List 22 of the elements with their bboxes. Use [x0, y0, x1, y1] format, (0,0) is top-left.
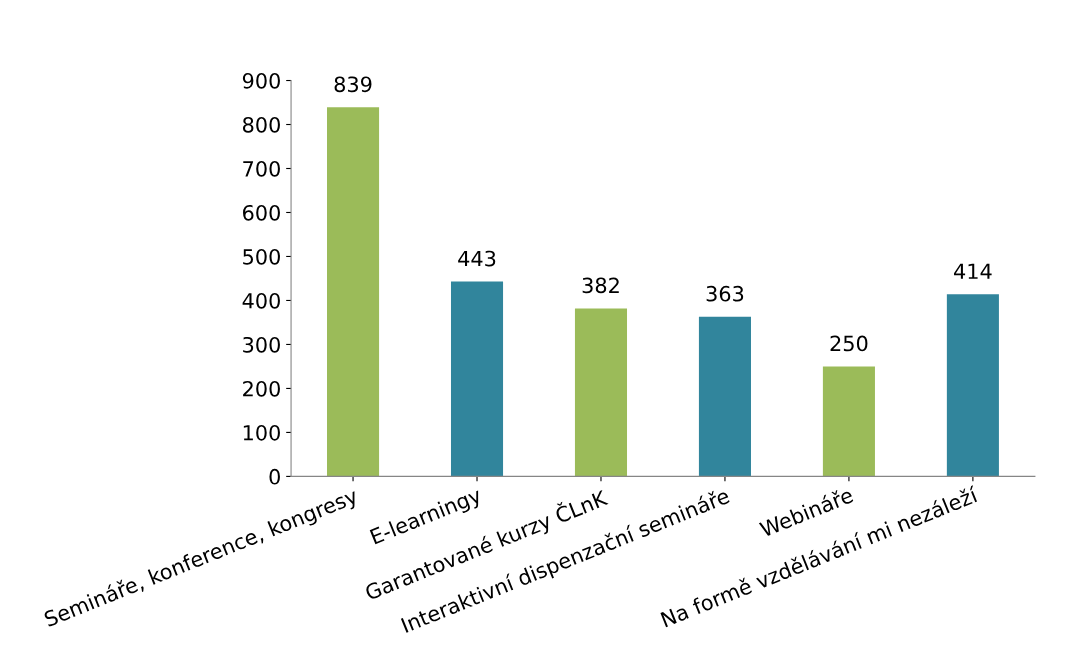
- y-tick-label: 600: [243, 204, 280, 221]
- y-tick-label: 500: [243, 248, 280, 265]
- data-label: 250: [830, 335, 868, 352]
- y-tick-label: 700: [243, 160, 280, 177]
- data-label: 443: [458, 250, 496, 267]
- data-label: 414: [954, 263, 992, 279]
- y-tick-label: 900: [242, 72, 280, 89]
- y-tick-label: 800: [242, 116, 280, 133]
- data-label: 382: [582, 277, 619, 294]
- bar: [450, 281, 504, 477]
- bar: [327, 107, 380, 477]
- bar: [946, 294, 999, 477]
- y-tick-label: 300: [243, 336, 280, 353]
- data-label: 363: [706, 285, 744, 302]
- y-tick-label: 400: [242, 292, 280, 309]
- bar: [822, 366, 875, 477]
- y-tick-label: 0: [269, 468, 280, 485]
- bar: [574, 308, 628, 477]
- y-tick-label: 200: [243, 380, 280, 397]
- bar: [698, 316, 751, 477]
- data-label: 839: [334, 76, 372, 93]
- y-tick-label: 100: [243, 424, 280, 441]
